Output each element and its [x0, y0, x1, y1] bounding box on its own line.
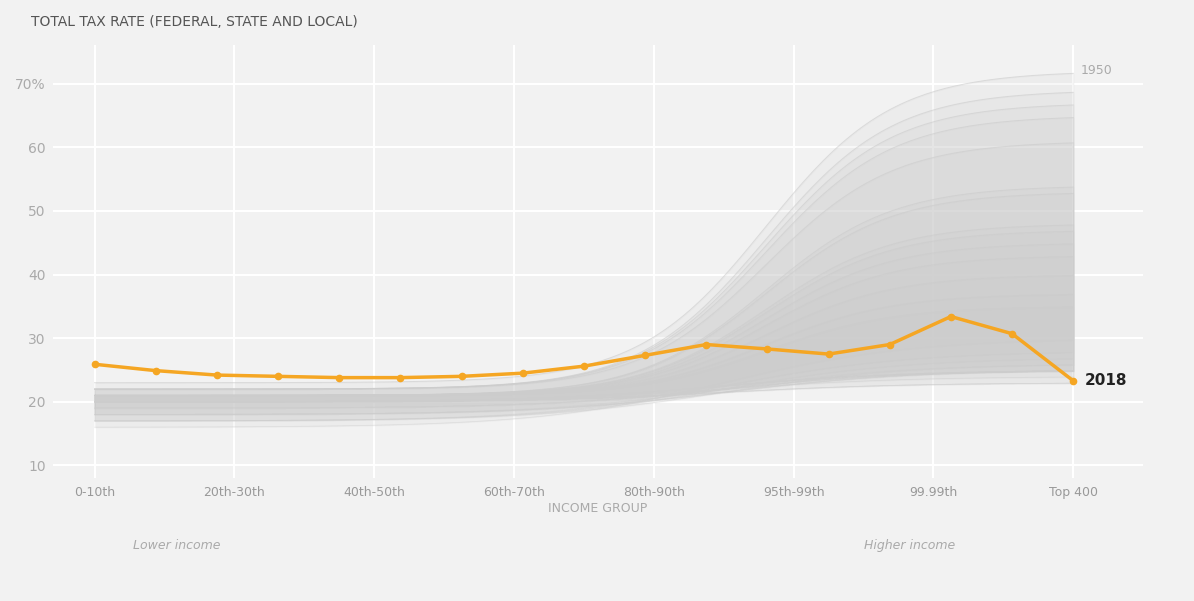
Text: TOTAL TAX RATE (FEDERAL, STATE AND LOCAL): TOTAL TAX RATE (FEDERAL, STATE AND LOCAL… — [31, 15, 357, 29]
Text: 2018: 2018 — [1084, 373, 1127, 388]
Text: 1950: 1950 — [1081, 64, 1112, 78]
X-axis label: INCOME GROUP: INCOME GROUP — [548, 502, 647, 515]
Text: Higher income: Higher income — [863, 538, 955, 552]
Text: Lower income: Lower income — [134, 538, 221, 552]
